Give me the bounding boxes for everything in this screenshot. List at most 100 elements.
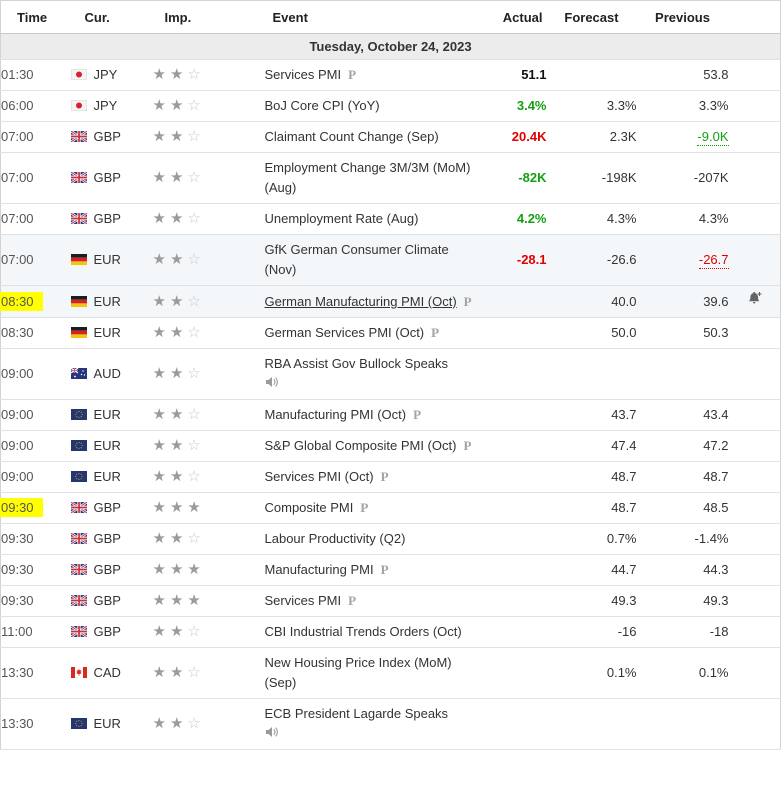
- uk-flag-icon: [70, 564, 87, 575]
- forecast-value: -16: [546, 616, 637, 648]
- forecast-value: 3.3%: [546, 90, 637, 122]
- forecast-value: [546, 59, 637, 91]
- event-link[interactable]: S&P Global Composite PMI (Oct): [264, 438, 457, 453]
- event-link[interactable]: New Housing Price Index (MoM) (Sep): [264, 655, 452, 690]
- event-row: 08:30 EUR ★★☆ German Manufacturing PMI (Oct…: [0, 285, 781, 318]
- importance-stars: ★★☆: [152, 317, 265, 349]
- eu-flag-icon: [70, 471, 87, 482]
- star-filled-icon: ★: [169, 406, 188, 423]
- forecast-value: 47.4: [546, 430, 637, 462]
- previous-value: 3.3%: [636, 90, 729, 122]
- previous-value: 49.3: [636, 585, 729, 617]
- event-currency: CAD: [70, 647, 153, 699]
- importance-stars: ★★☆: [152, 234, 265, 286]
- preliminary-release-icon: P: [431, 325, 440, 340]
- star-filled-icon: ★: [169, 251, 188, 268]
- previous-revised-value[interactable]: -26.7: [698, 252, 729, 269]
- previous-value: 44.3: [636, 554, 729, 586]
- previous-value-text: 44.3: [703, 562, 729, 577]
- alert-cell: [728, 399, 781, 431]
- alert-cell: [728, 59, 781, 91]
- event-link[interactable]: GfK German Consumer Climate (Nov): [264, 242, 449, 277]
- time-label: 08:30: [1, 325, 34, 340]
- event-time: 09:30: [0, 523, 71, 555]
- event-link[interactable]: RBA Assist Gov Bullock Speaks: [264, 356, 449, 371]
- time-label: 09:30: [1, 531, 34, 546]
- actual-value: 51.1: [474, 59, 547, 91]
- event-row: 09:30 GBP ★★★ Composite PMI P 48.7 48.5: [0, 492, 781, 524]
- event-currency: GBP: [70, 492, 153, 524]
- currency-code: GBP: [93, 593, 121, 608]
- event-link[interactable]: Services PMI: [264, 67, 342, 82]
- alert-cell: [728, 554, 781, 586]
- date-label: Tuesday, October 24, 2023: [0, 33, 781, 60]
- date-separator-row: Tuesday, October 24, 2023: [0, 33, 781, 60]
- event-link[interactable]: German Manufacturing PMI (Oct): [264, 293, 457, 309]
- actual-value: [474, 647, 547, 699]
- previous-value: 53.8: [636, 59, 729, 91]
- previous-value-text: 50.3: [703, 325, 729, 340]
- forecast-value: 4.3%: [546, 203, 637, 235]
- importance-stars: ★★☆: [152, 523, 265, 555]
- star-filled-icon: ★: [152, 251, 170, 268]
- event-time: 09:30: [0, 585, 71, 617]
- star-empty-icon: ☆: [187, 623, 205, 640]
- star-empty-icon: ☆: [187, 292, 205, 310]
- time-label: 09:00: [1, 469, 34, 484]
- event-link[interactable]: CBI Industrial Trends Orders (Oct): [264, 624, 462, 639]
- japan-flag-icon: [70, 100, 87, 111]
- importance-stars: ★★★: [152, 554, 265, 586]
- star-empty-icon: ☆: [187, 468, 205, 485]
- star-filled-icon: ★: [152, 406, 170, 423]
- event-link[interactable]: ECB President Lagarde Speaks: [264, 706, 449, 721]
- previous-revised-value[interactable]: -9.0K: [697, 129, 729, 146]
- event-link[interactable]: Services PMI (Oct): [264, 469, 374, 484]
- currency-code: JPY: [93, 98, 118, 113]
- star-filled-icon: ★: [152, 66, 170, 83]
- alert-cell: [728, 348, 781, 400]
- star-filled-icon: ★: [152, 210, 170, 227]
- alert-cell: [728, 461, 781, 493]
- event-link[interactable]: Services PMI: [264, 593, 342, 608]
- star-filled-icon: ★: [169, 437, 188, 454]
- star-filled-icon: ★: [169, 324, 188, 341]
- event-currency: GBP: [70, 523, 153, 555]
- event-cell: Manufacturing PMI (Oct) P: [264, 399, 475, 431]
- time-label: 09:00: [1, 407, 34, 422]
- event-currency: GBP: [70, 121, 153, 153]
- previous-value: 39.6: [636, 285, 729, 318]
- importance-stars: ★★☆: [152, 461, 265, 493]
- actual-value: [474, 492, 547, 524]
- event-link[interactable]: Claimant Count Change (Sep): [264, 129, 439, 144]
- event-link[interactable]: Composite PMI: [264, 500, 354, 515]
- event-link[interactable]: Manufacturing PMI (Oct): [264, 407, 407, 422]
- currency-code: EUR: [93, 325, 121, 340]
- event-link[interactable]: Employment Change 3M/3M (MoM) (Aug): [264, 160, 471, 195]
- currency-code: GBP: [93, 562, 121, 577]
- event-link[interactable]: BoJ Core CPI (YoY): [264, 98, 380, 113]
- event-time: 08:30: [0, 317, 71, 349]
- event-currency: EUR: [70, 430, 153, 462]
- alert-cell: [728, 616, 781, 648]
- column-header-currency: Cur.: [70, 0, 153, 34]
- event-currency: GBP: [70, 554, 153, 586]
- importance-stars: ★★☆: [152, 59, 265, 91]
- event-link[interactable]: Unemployment Rate (Aug): [264, 211, 419, 226]
- previous-value: 48.5: [636, 492, 729, 524]
- currency-code: EUR: [93, 407, 121, 422]
- star-filled-icon: ★: [169, 292, 188, 310]
- forecast-value: [546, 348, 637, 400]
- importance-stars: ★★☆: [152, 203, 265, 235]
- event-link[interactable]: Manufacturing PMI: [264, 562, 374, 577]
- alert-cell: [728, 430, 781, 462]
- actual-value: [474, 399, 547, 431]
- alert-cell: [728, 285, 781, 318]
- actual-value: [474, 348, 547, 400]
- add-alert-bell-icon[interactable]: [746, 291, 763, 306]
- event-link[interactable]: Labour Productivity (Q2): [264, 531, 406, 546]
- preliminary-release-icon: P: [360, 500, 369, 515]
- previous-value: 47.2: [636, 430, 729, 462]
- event-link[interactable]: German Services PMI (Oct): [264, 325, 425, 340]
- preliminary-release-icon: P: [463, 438, 472, 453]
